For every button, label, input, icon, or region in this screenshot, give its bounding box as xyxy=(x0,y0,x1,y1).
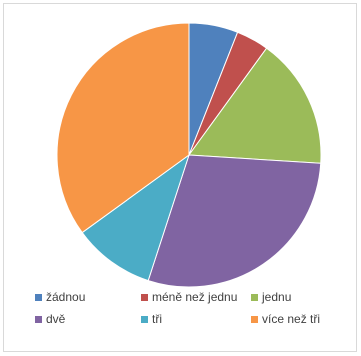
pie-slice-4 xyxy=(81,153,190,282)
legend-swatch xyxy=(141,315,148,323)
pie-slice-2 xyxy=(188,47,322,164)
legend-swatch xyxy=(35,293,42,301)
legend-label: více než tři xyxy=(262,312,321,326)
legend-swatch xyxy=(251,315,258,323)
legend-label: tři xyxy=(152,312,162,326)
legend-swatch xyxy=(141,293,148,301)
pie-slice-3 xyxy=(147,154,322,288)
legend-swatch xyxy=(251,293,258,301)
pie-slice-5 xyxy=(56,22,190,234)
legend-item-tri: tři xyxy=(141,312,162,326)
legend-label: méně než jednu xyxy=(152,290,238,304)
legend-item-zadnou: žádnou xyxy=(35,290,85,304)
legend-item-mene-nez-jednu: méně než jednu xyxy=(141,290,237,304)
chart-area: žádnou méně než jednu jednu dvě tři více… xyxy=(3,3,357,352)
legend-label: jednu xyxy=(262,290,292,304)
legend-label: žádnou xyxy=(46,290,86,304)
legend-swatch xyxy=(35,315,42,323)
pie-chart xyxy=(56,22,322,288)
legend-item-dve: dvě xyxy=(35,312,65,326)
legend-label: dvě xyxy=(46,312,66,326)
legend-item-jednu: jednu xyxy=(251,290,291,304)
legend-item-vice-nez-tri: více než tři xyxy=(251,312,320,326)
